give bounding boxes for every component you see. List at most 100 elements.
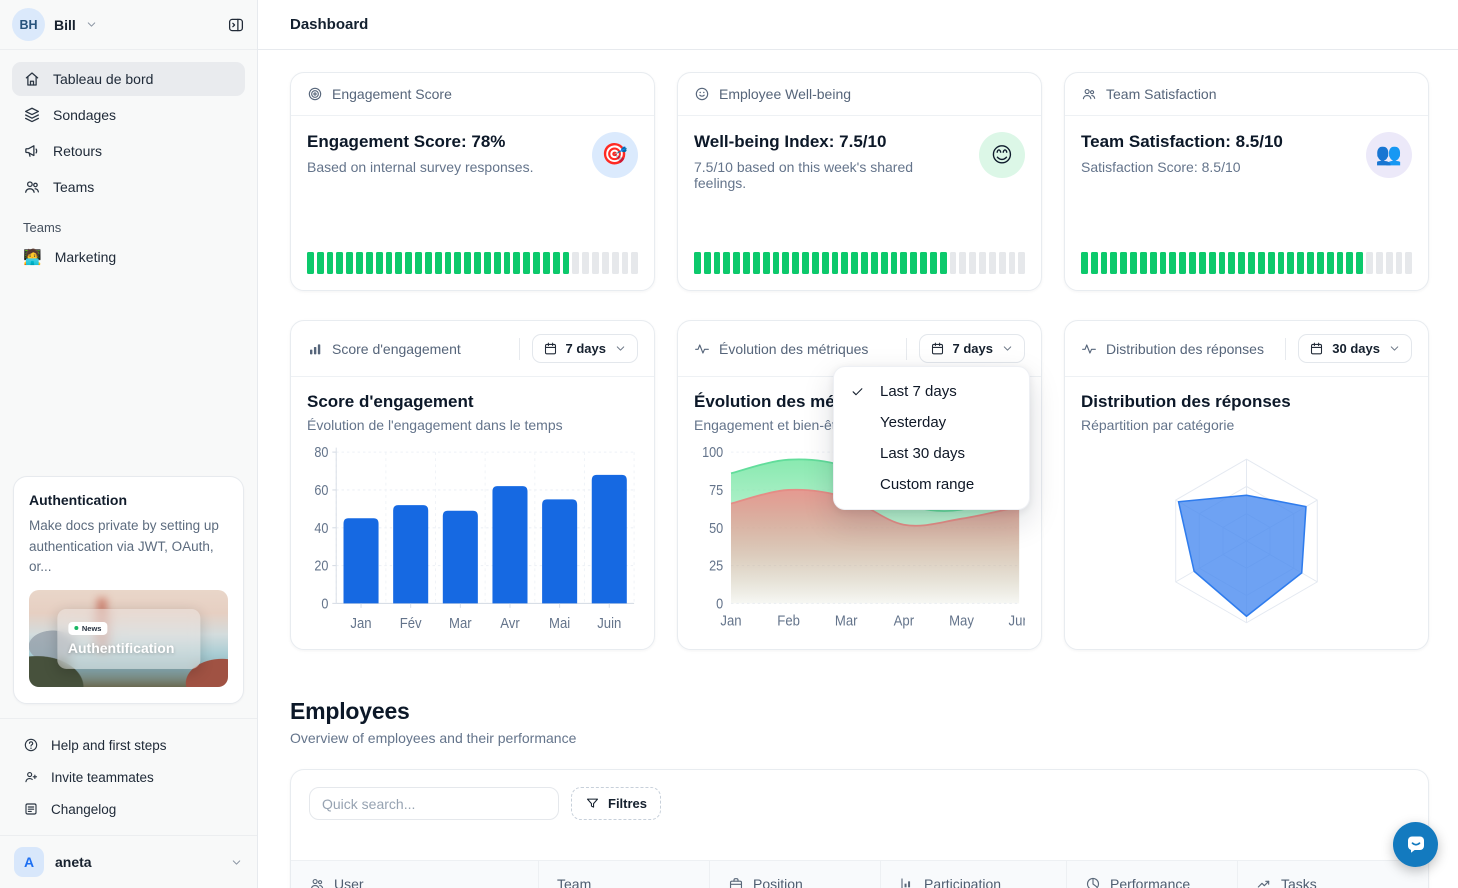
account-menu[interactable]: A aneta	[0, 835, 257, 888]
smile-icon	[694, 86, 710, 102]
svg-text:40: 40	[314, 520, 328, 536]
sidebar-item-tableau-de-bord[interactable]: Tableau de bord	[12, 62, 245, 96]
progress-segment	[395, 252, 403, 274]
pie-chart-icon	[1085, 876, 1101, 888]
period-selector-button[interactable]: 7 days	[918, 334, 1025, 363]
teams-section-label: Teams	[23, 220, 62, 235]
chart-title: Distribution des réponses	[1081, 392, 1291, 411]
progress-segment	[929, 252, 937, 274]
kpi-card-engagement: Engagement Score Engagement Score: 78% B…	[290, 72, 655, 291]
progress-segment	[880, 252, 888, 274]
engagement-chart-card: Score d'engagement 7 days Score d'engage…	[290, 320, 655, 650]
menu-item-last-7-days[interactable]: Last 7 days	[834, 376, 1029, 407]
funnel-icon	[585, 796, 600, 811]
svg-text:80: 80	[314, 444, 328, 460]
menu-item-yesterday[interactable]: Yesterday	[834, 407, 1029, 438]
progress-segment	[1395, 252, 1403, 274]
auth-image-title: Authentification	[67, 639, 175, 656]
progress-segment	[611, 252, 619, 274]
filters-button[interactable]: Filtres	[571, 787, 662, 820]
users-icon	[23, 178, 41, 196]
progress-segment	[385, 252, 393, 274]
sidebar-item-help-and-first-steps[interactable]: Help and first steps	[12, 729, 245, 761]
kpi-subtitle: Satisfaction Score: 8.5/10	[1081, 159, 1241, 175]
column-label: User	[334, 875, 364, 888]
news-dot-icon	[73, 626, 78, 630]
chart-subtitle: Évolution de l'engagement dans le temps	[307, 417, 563, 433]
chat-launcher-button[interactable]	[1393, 822, 1438, 867]
progress-segment	[1326, 252, 1334, 274]
menu-item-last-30-days[interactable]: Last 30 days	[834, 438, 1029, 469]
authentication-promo-card[interactable]: Authentication Make docs private by sett…	[13, 476, 244, 704]
progress-segment	[1149, 252, 1157, 274]
kpi-card-header-label: Team Satisfaction	[1106, 86, 1217, 102]
progress-segment	[890, 252, 898, 274]
chart-subtitle: Engagement et bien-être	[694, 417, 849, 433]
bar-chart-icon	[307, 341, 323, 357]
column-header-tasks[interactable]: Tasks	[1238, 861, 1428, 888]
sidebar-item-sondages[interactable]: Sondages	[12, 98, 245, 132]
progress-segment	[474, 252, 481, 274]
layers-icon	[23, 106, 41, 124]
menu-item-custom-range[interactable]: Custom range	[834, 469, 1029, 500]
period-selector-button[interactable]: 30 days	[1298, 334, 1412, 363]
progress-segment	[1179, 252, 1187, 274]
column-header-user[interactable]: User	[291, 861, 539, 888]
progress-segment	[336, 252, 344, 274]
sidebar-item-teams[interactable]: Teams	[12, 170, 245, 204]
kpi-progress-bar	[678, 252, 1041, 290]
svg-text:Feb: Feb	[777, 612, 800, 629]
progress-segment	[733, 252, 741, 274]
progress-segment	[723, 252, 731, 274]
period-selector-button[interactable]: 7 days	[531, 334, 638, 363]
sidebar-collapse-button[interactable]	[227, 16, 245, 34]
chart-card-header-label: Distribution des réponses	[1106, 340, 1264, 357]
progress-segment	[346, 252, 354, 274]
sidebar-item-changelog[interactable]: Changelog	[12, 793, 245, 825]
svg-text:50: 50	[709, 520, 723, 536]
chevron-down-icon	[230, 856, 243, 869]
chevron-down-icon	[85, 18, 98, 31]
progress-segment	[405, 252, 413, 274]
responses-distribution-chart-card: Distribution des réponses 30 days Distri…	[1064, 320, 1429, 650]
svg-text:Fév: Fév	[400, 614, 422, 631]
column-header-team[interactable]: Team	[539, 861, 710, 888]
kpi-value: Team Satisfaction: 8.5/10	[1081, 132, 1283, 151]
sidebar-item-retours[interactable]: Retours	[12, 134, 245, 168]
menu-item-label: Last 30 days	[880, 445, 966, 462]
progress-segment	[1366, 252, 1373, 274]
sidebar-team-marketing[interactable]: 🧑‍💻 Marketing	[0, 241, 257, 273]
auth-image-overlay: News Authentification	[56, 608, 201, 669]
progress-segment	[454, 252, 462, 274]
svg-text:25: 25	[709, 558, 723, 574]
progress-segment	[1316, 252, 1324, 274]
sidebar-item-invite-teammates[interactable]: Invite teammates	[12, 761, 245, 793]
search-input[interactable]	[309, 787, 559, 820]
progress-segment	[1110, 252, 1118, 274]
progress-segment	[998, 252, 1006, 274]
progress-segment	[1405, 252, 1413, 274]
teams-list: 🧑‍💻 Marketing	[0, 241, 257, 273]
progress-segment	[1008, 252, 1016, 274]
progress-segment	[1198, 252, 1206, 274]
progress-segment	[1120, 252, 1128, 274]
users-icon	[1081, 86, 1097, 102]
column-header-position[interactable]: Position	[710, 861, 881, 888]
progress-segment	[910, 252, 918, 274]
column-header-participation[interactable]: Participation	[881, 861, 1067, 888]
sidebar-nav: Tableau de bord Sondages Retours Teams	[0, 50, 257, 206]
account-name: aneta	[55, 854, 92, 870]
progress-segment	[415, 252, 422, 274]
progress-segment	[552, 252, 560, 274]
chart-card-header-label: Score d'engagement	[332, 340, 461, 357]
sidebar-item-label: Teams	[53, 179, 95, 195]
workspace-switcher[interactable]: BH Bill	[0, 0, 257, 50]
employees-table-card: Filtres User Team Position Participation Per…	[290, 769, 1429, 888]
column-header-performance[interactable]: Performance	[1067, 861, 1238, 888]
smile-emoji: 😊	[979, 132, 1025, 178]
calendar-icon	[1309, 341, 1324, 356]
bar-chart-icon	[899, 876, 915, 888]
engagement-bar-chart: 0 20 40 60 80 Jan Fév Mar Avr Mai Juin	[307, 441, 638, 639]
progress-segment	[1169, 252, 1177, 274]
progress-segment	[762, 252, 770, 274]
